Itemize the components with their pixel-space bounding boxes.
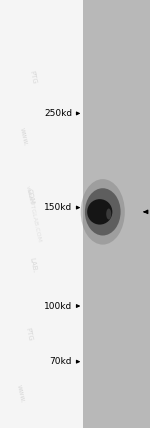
Text: www.: www.	[16, 384, 26, 404]
Text: 250kd: 250kd	[44, 109, 72, 118]
Ellipse shape	[106, 208, 111, 220]
Bar	[83, 0, 150, 428]
Ellipse shape	[85, 188, 121, 235]
Text: 70kd: 70kd	[50, 357, 72, 366]
Text: PTG: PTG	[24, 327, 33, 341]
Ellipse shape	[87, 199, 112, 225]
Text: PTG: PTG	[29, 70, 37, 84]
Text: LAB.: LAB.	[28, 257, 38, 273]
Text: www.: www.	[19, 127, 29, 147]
Text: www.PTGLAB.COM: www.PTGLAB.COM	[25, 185, 41, 243]
Text: 150kd: 150kd	[44, 203, 72, 212]
Text: COM: COM	[25, 188, 35, 205]
Ellipse shape	[81, 179, 125, 244]
Text: 100kd: 100kd	[44, 301, 72, 311]
